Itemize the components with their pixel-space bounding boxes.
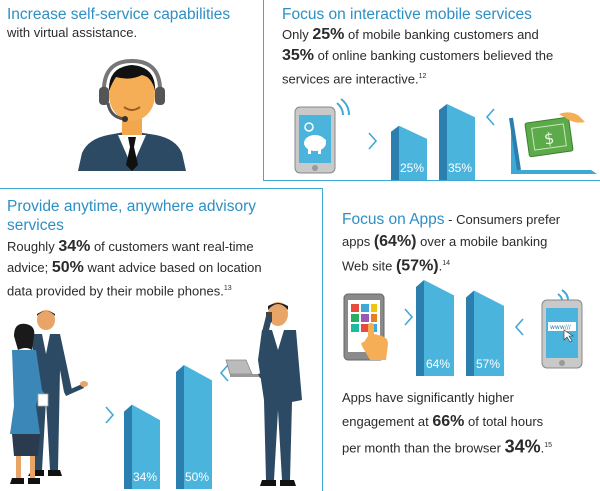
footnote-ref: 15 bbox=[544, 442, 553, 449]
footnote-ref: 14 bbox=[442, 260, 451, 267]
panel-self-service-text: with virtual assistance. bbox=[7, 25, 138, 40]
chevron-left-icon bbox=[485, 108, 495, 126]
stat-25: 25% bbox=[312, 26, 345, 43]
laptop-money-icon: $ bbox=[509, 112, 597, 174]
horizontal-divider-middle-left bbox=[0, 188, 322, 189]
panel-self-service: Increase self-service capabilities with … bbox=[0, 0, 263, 180]
bar-label: 35% bbox=[448, 161, 472, 175]
panel-interactive-mobile: Focus on interactive mobile services Onl… bbox=[263, 0, 600, 180]
bar-label: 50% bbox=[185, 470, 209, 484]
bar-side bbox=[466, 290, 474, 376]
stat-66: 66% bbox=[432, 413, 465, 430]
stat-64: (64%) bbox=[373, 233, 417, 250]
bar-chart-advisory: 34% 50% bbox=[124, 365, 212, 489]
bar bbox=[184, 365, 212, 489]
bar-label: 34% bbox=[133, 470, 157, 484]
panel-advisory-text: Roughly 34% of customers want real-time … bbox=[7, 238, 262, 299]
panel-apps: Focus on Apps - Consumers prefer apps (6… bbox=[322, 188, 600, 491]
panel-apps-engagement-text: Apps have significantly higher engagemen… bbox=[342, 390, 553, 457]
business-people-icon bbox=[10, 310, 88, 484]
chevron-left-icon bbox=[514, 318, 524, 336]
stat-50: 50% bbox=[51, 259, 84, 276]
panel-self-service-title: Increase self-service capabilities bbox=[7, 6, 231, 23]
bar-side bbox=[391, 125, 399, 180]
stat-browser-34: 34% bbox=[504, 436, 541, 457]
panel-advisory-title: Provide anytime, anywhere advisory servi… bbox=[7, 198, 256, 234]
stat-35: 35% bbox=[282, 47, 315, 64]
chevron-right-icon bbox=[368, 132, 378, 150]
bar-side bbox=[416, 280, 424, 376]
vertical-divider-top bbox=[263, 0, 264, 180]
bar-side bbox=[439, 104, 447, 180]
panel-interactive-mobile-text: Only 25% of mobile banking customers and… bbox=[282, 26, 554, 87]
footnote-ref: 12 bbox=[418, 73, 427, 80]
vertical-divider-bottom bbox=[322, 188, 323, 491]
bar-label: 25% bbox=[400, 161, 424, 175]
bar bbox=[399, 125, 427, 180]
bar-label: 57% bbox=[476, 357, 500, 371]
bar bbox=[474, 290, 504, 376]
businessman-laptop-phone-icon bbox=[225, 302, 302, 486]
bar-side bbox=[176, 365, 184, 489]
tablet-apps-icon bbox=[343, 293, 388, 361]
bar-label: 64% bbox=[426, 357, 450, 371]
panel-apps-title: Focus on Apps bbox=[342, 211, 445, 228]
bar bbox=[132, 404, 160, 489]
bar-chart-apps: 64% 57% bbox=[416, 280, 504, 376]
bar bbox=[447, 104, 475, 180]
call-center-agent-icon bbox=[78, 58, 186, 171]
chevron-right-icon bbox=[105, 406, 115, 424]
panel-apps-text: Focus on Apps - Consumers prefer apps (6… bbox=[342, 211, 561, 275]
bar bbox=[424, 280, 454, 376]
footnote-ref: 13 bbox=[223, 285, 232, 292]
svg-text:www///: www/// bbox=[550, 324, 572, 331]
bar-chart-interactive: 25% 35% bbox=[391, 104, 475, 180]
mobile-piggy-bank-icon bbox=[294, 98, 350, 174]
horizontal-divider-top-right bbox=[263, 180, 600, 181]
stat-34: 34% bbox=[58, 238, 91, 255]
svg-text:$: $ bbox=[543, 128, 556, 148]
panel-interactive-mobile-title: Focus on interactive mobile services bbox=[282, 6, 532, 23]
phone-browser-icon: www/// bbox=[541, 289, 583, 369]
bar-side bbox=[124, 404, 132, 489]
stat-57: (57%) bbox=[395, 257, 439, 275]
chevron-right-icon bbox=[404, 308, 414, 326]
chevron-left-icon bbox=[219, 364, 229, 382]
panel-advisory: Provide anytime, anywhere advisory servi… bbox=[0, 188, 322, 491]
